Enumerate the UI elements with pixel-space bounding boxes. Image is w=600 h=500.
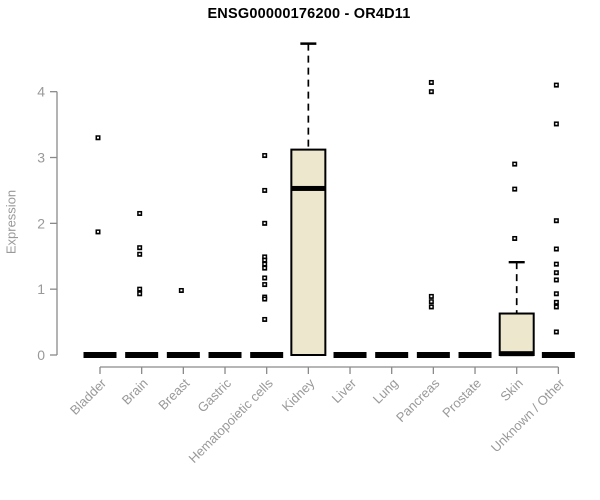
outlier-point-center <box>555 84 558 86</box>
x-tick-label-skin: Skin <box>497 376 525 404</box>
x-tick-label-lung: Lung <box>370 376 401 407</box>
box-brain <box>125 352 159 358</box>
median-line-kidney <box>291 185 326 191</box>
outlier-point-center <box>97 230 99 233</box>
outlier-point-center <box>97 136 99 139</box>
outlier-point-center <box>138 288 141 290</box>
outlier-point-center <box>555 271 558 274</box>
x-tick-label-liver: Liver <box>329 375 360 406</box>
box-bladder <box>83 352 117 358</box>
y-tick-label: 3 <box>37 150 45 166</box>
x-tick-label-unknown-other: Unknown / Other <box>488 375 568 455</box>
box-pancreas <box>416 352 450 358</box>
outlier-point-center <box>263 267 266 269</box>
outlier-point-center <box>263 255 266 258</box>
box-lung <box>375 352 409 358</box>
x-tick-label-bladder: Bladder <box>67 375 110 418</box>
outlier-point-center <box>180 289 183 292</box>
outlier-point-center <box>555 278 558 281</box>
chart-title: ENSG00000176200 - OR4D11 <box>207 6 411 22</box>
outlier-point-center <box>555 330 558 333</box>
box-kidney <box>290 148 327 356</box>
y-tick-label: 0 <box>37 347 45 363</box>
box-prostate <box>458 352 492 358</box>
outlier-point-center <box>430 90 433 93</box>
outlier-point-center <box>263 263 266 265</box>
outlier-point-center <box>555 292 558 295</box>
outlier-point-center <box>555 301 558 304</box>
outlier-point-center <box>513 163 516 165</box>
outlier-point-center <box>555 219 558 222</box>
outlier-point-center <box>138 246 141 249</box>
outlier-point-center <box>263 189 266 192</box>
box-breast <box>166 352 200 358</box>
outlier-point-center <box>263 298 266 300</box>
outlier-point-center <box>430 81 433 84</box>
median-line-skin <box>499 351 534 357</box>
outlier-point-center <box>513 188 516 190</box>
box-hematopoietic-cells <box>250 352 284 358</box>
outlier-point-center <box>555 305 558 308</box>
outlier-point-center <box>138 212 141 215</box>
outlier-point-center <box>430 305 433 308</box>
outlier-point-center <box>263 318 266 321</box>
outlier-point-center <box>263 283 266 286</box>
outlier-point-center <box>263 222 266 225</box>
x-tick-label-pancreas: Pancreas <box>393 375 443 425</box>
outlier-point-center <box>430 300 433 303</box>
outlier-point-center <box>555 263 558 265</box>
x-tick-label-gastric: Gastric <box>194 375 234 415</box>
outlier-point-center <box>430 295 433 298</box>
box-liver <box>333 352 367 358</box>
y-tick-label: 4 <box>37 84 45 100</box>
x-tick-label-kidney: Kidney <box>279 375 318 414</box>
outlier-point-center <box>263 154 266 157</box>
box-skin <box>498 312 535 356</box>
outlier-point-center <box>263 276 266 279</box>
y-tick-label: 2 <box>37 215 45 231</box>
outlier-point-center <box>263 259 266 262</box>
outlier-point-center <box>555 248 558 250</box>
x-tick-label-breast: Breast <box>155 375 192 412</box>
outlier-point-center <box>555 122 558 125</box>
x-tick-label-brain: Brain <box>119 376 151 408</box>
y-tick-label: 1 <box>37 281 45 297</box>
outlier-point-center <box>138 253 141 256</box>
outlier-point-center <box>513 237 516 240</box>
x-tick-label-prostate: Prostate <box>439 376 484 421</box>
box-unknown-other <box>541 352 575 358</box>
box-gastric <box>208 352 242 358</box>
outlier-point-center <box>138 292 141 295</box>
